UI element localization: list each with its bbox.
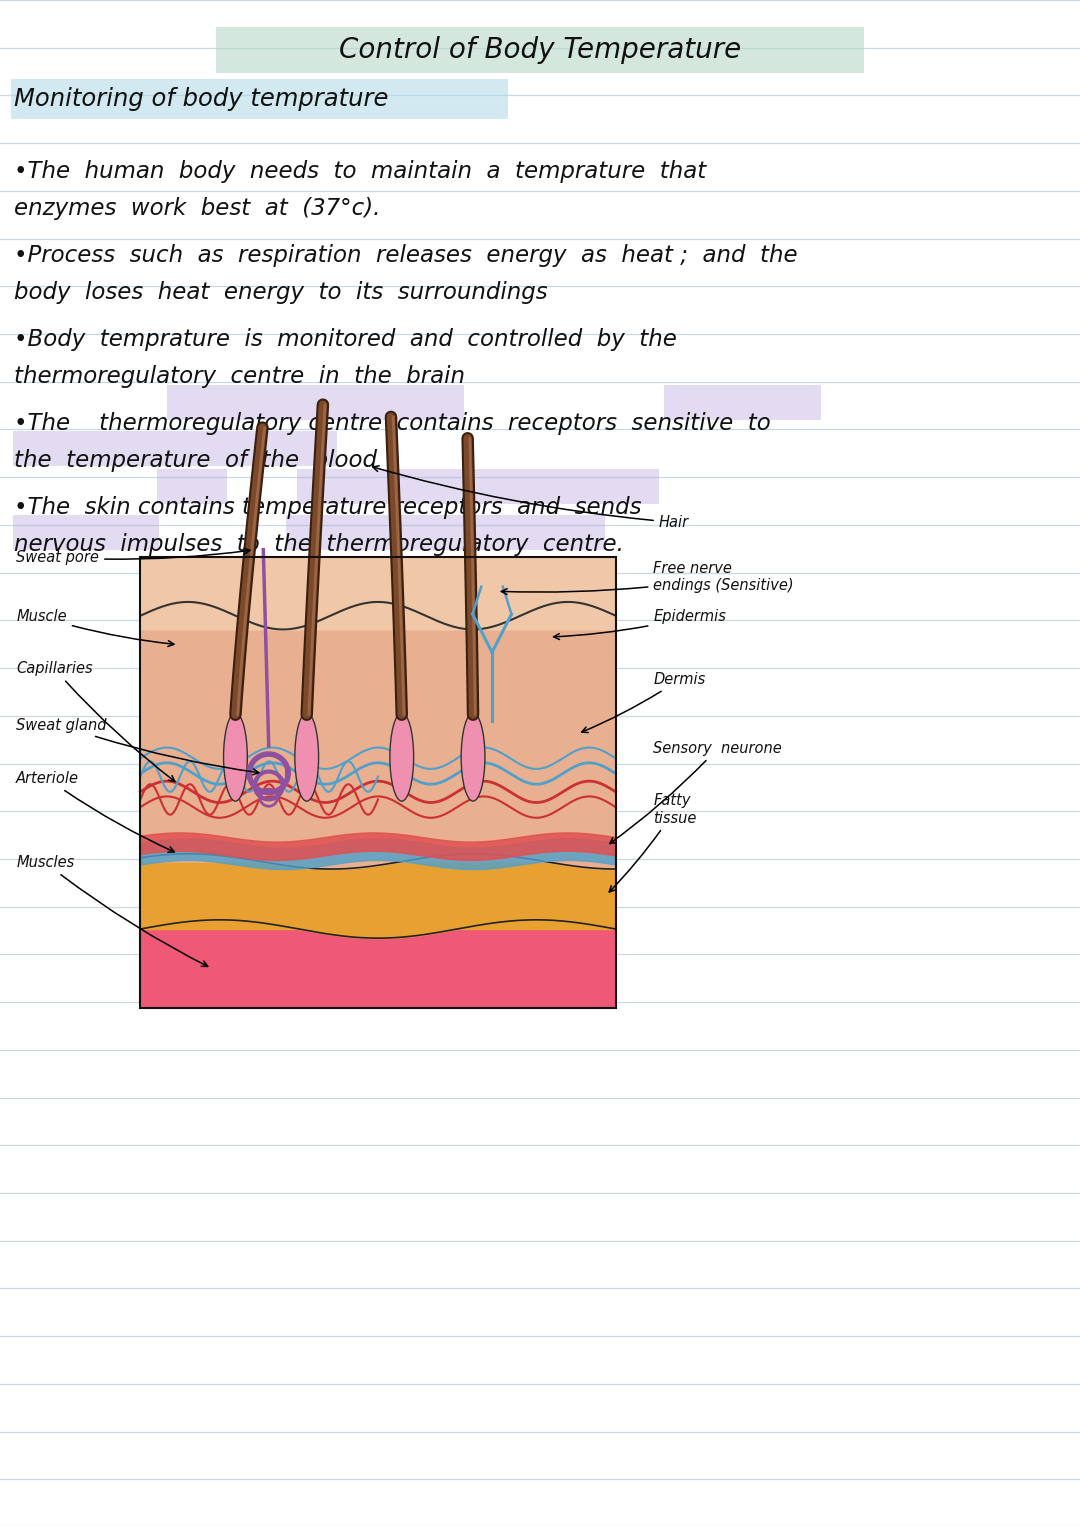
Text: Capillaries: Capillaries [16, 661, 175, 782]
Bar [664, 385, 821, 420]
Text: Monitoring of body temprature: Monitoring of body temprature [14, 87, 389, 111]
Ellipse shape [295, 713, 319, 802]
Text: •The  human  body  needs  to  maintain  a  temprature  that
enzymes  work  best : •The human body needs to maintain a temp… [14, 160, 706, 220]
Bar [157, 469, 227, 504]
Ellipse shape [461, 713, 485, 802]
Text: •Process  such  as  respiration  releases  energy  as  heat ;  and  the
body  lo: •Process such as respiration releases en… [14, 244, 798, 304]
Bar [13, 431, 337, 466]
Bar [286, 515, 605, 550]
Bar [11, 79, 508, 119]
Bar [167, 385, 464, 420]
Text: Hair: Hair [373, 466, 689, 530]
Text: •Body  temprature  is  monitored  and  controlled  by  the
thermoregulatory  cen: •Body temprature is monitored and contro… [14, 328, 677, 388]
Text: Sweat pore: Sweat pore [16, 548, 249, 565]
Text: Dermis: Dermis [582, 672, 705, 733]
Bar [140, 861, 616, 928]
Text: Free nerve
endings (Sensitive): Free nerve endings (Sensitive) [501, 560, 794, 594]
Bar [13, 515, 159, 550]
Bar [216, 27, 864, 73]
Text: Arteriole: Arteriole [16, 771, 174, 852]
Text: Muscle: Muscle [16, 609, 174, 646]
Ellipse shape [224, 713, 247, 802]
Ellipse shape [390, 713, 414, 802]
Text: •The  skin contains temperature receptors  and  sends
nervous  impulses  to  the: •The skin contains temperature receptors… [14, 496, 642, 556]
Bar [140, 928, 616, 1008]
Text: Muscles: Muscles [16, 855, 207, 967]
Bar [297, 469, 659, 504]
Text: Sweat gland: Sweat gland [16, 718, 259, 774]
Bar [140, 629, 616, 861]
Text: Sensory  neurone: Sensory neurone [610, 741, 782, 843]
Text: Fatty
tissue: Fatty tissue [609, 793, 697, 892]
Bar [140, 557, 616, 1008]
Text: Epidermis: Epidermis [554, 609, 726, 640]
Text: Control of Body Temperature: Control of Body Temperature [339, 37, 741, 64]
Text: •The    thermoregulatory centre  contains  receptors  sensitive  to
the  tempera: •The thermoregulatory centre contains re… [14, 412, 771, 472]
